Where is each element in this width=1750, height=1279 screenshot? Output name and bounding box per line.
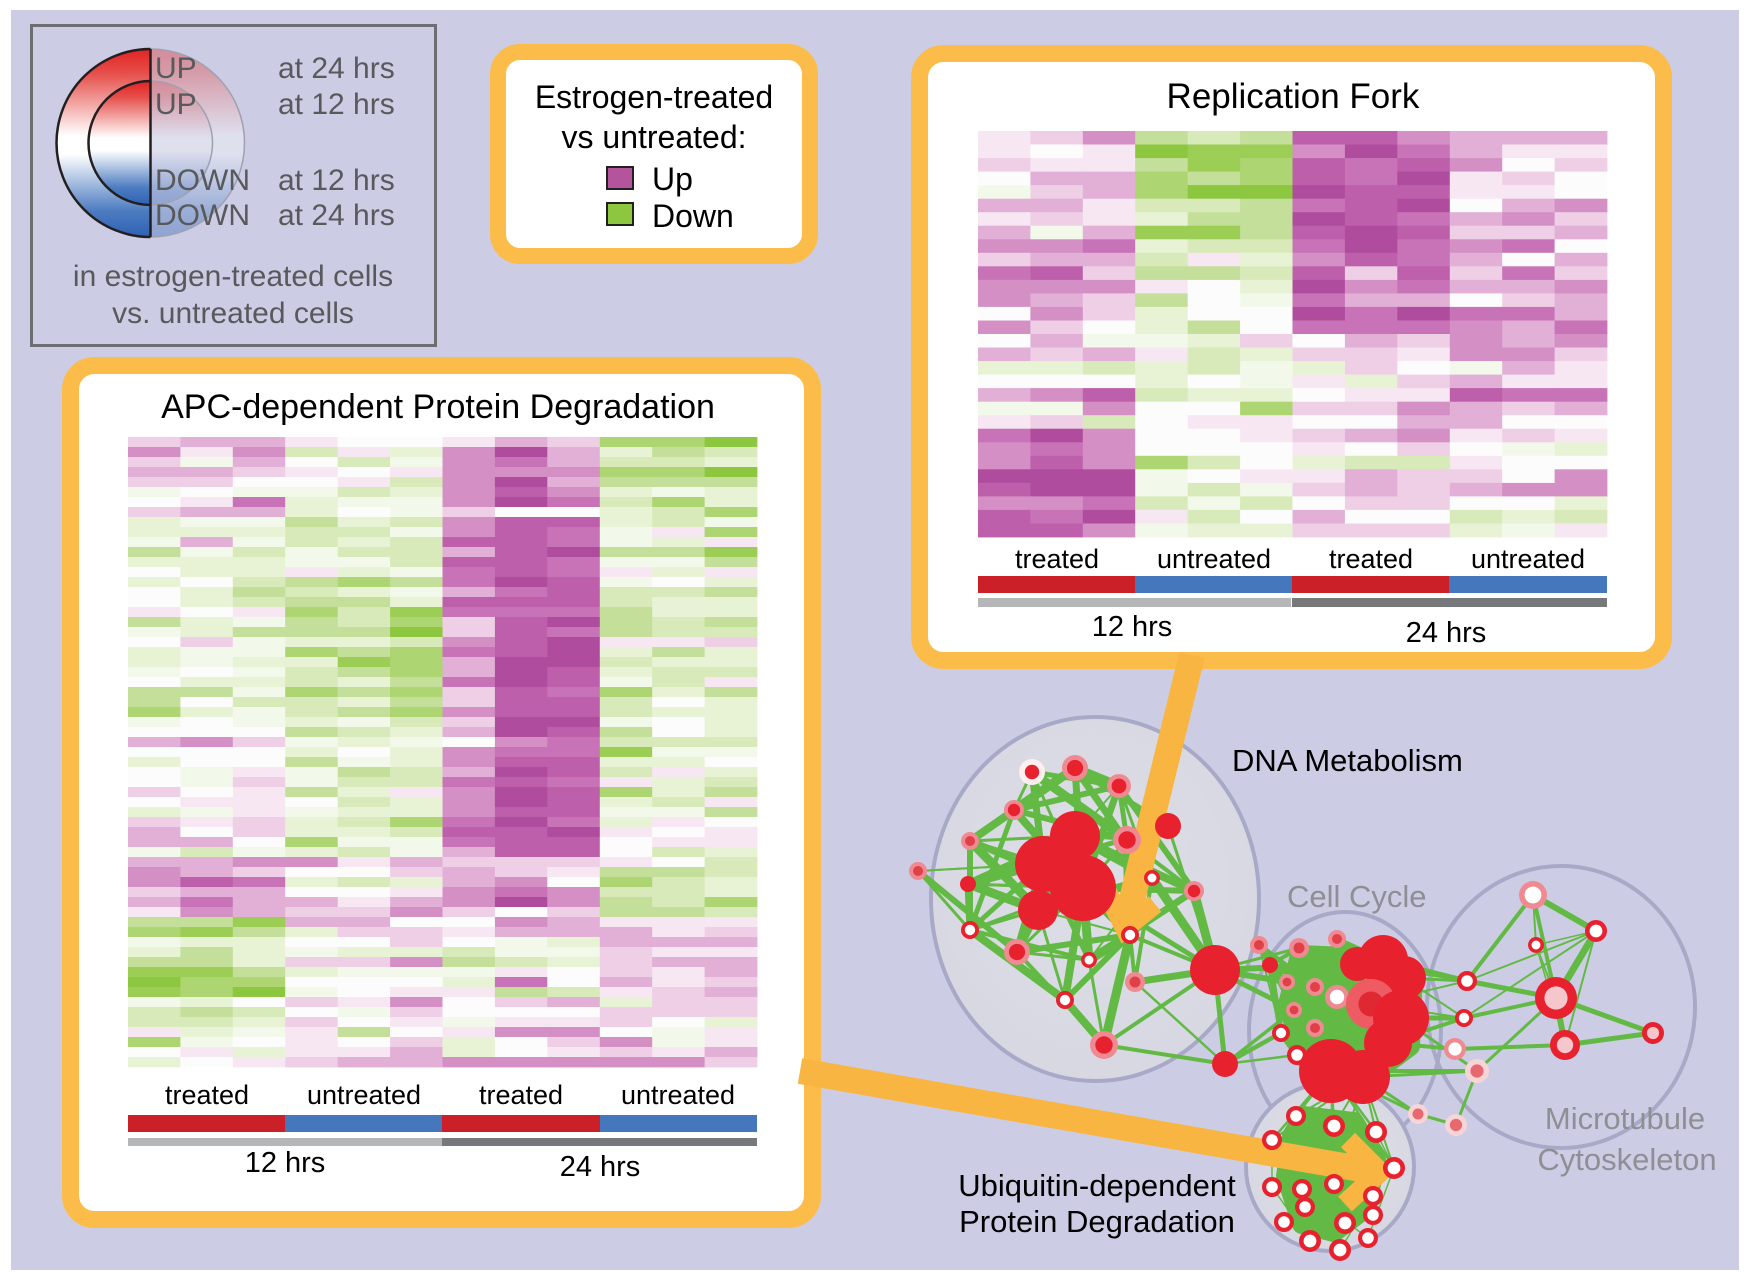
svg-text:untreated: untreated xyxy=(307,1080,421,1110)
svg-text:Estrogen-treated: Estrogen-treated xyxy=(535,79,773,115)
svg-text:treated: treated xyxy=(165,1080,249,1110)
svg-text:Replication Fork: Replication Fork xyxy=(1167,77,1420,116)
svg-text:Up: Up xyxy=(652,161,693,197)
svg-text:untreated: untreated xyxy=(1471,544,1585,574)
svg-text:vs. untreated cells: vs. untreated cells xyxy=(112,297,354,330)
svg-text:at 12 hrs: at 12 hrs xyxy=(278,164,395,197)
svg-text:DOWN: DOWN xyxy=(155,164,250,197)
svg-text:12 hrs: 12 hrs xyxy=(245,1147,326,1179)
svg-text:treated: treated xyxy=(1015,544,1099,574)
svg-text:vs untreated:: vs untreated: xyxy=(562,119,747,155)
svg-text:24 hrs: 24 hrs xyxy=(560,1151,641,1183)
svg-text:treated: treated xyxy=(1329,544,1413,574)
svg-text:DNA Metabolism: DNA Metabolism xyxy=(1232,743,1463,778)
svg-text:treated: treated xyxy=(479,1080,563,1110)
svg-text:untreated: untreated xyxy=(621,1080,735,1110)
svg-text:24 hrs: 24 hrs xyxy=(1406,617,1487,649)
svg-text:at 24 hrs: at 24 hrs xyxy=(278,52,395,85)
svg-text:UP: UP xyxy=(155,52,197,85)
svg-text:Cell Cycle: Cell Cycle xyxy=(1287,879,1427,914)
svg-text:untreated: untreated xyxy=(1157,544,1271,574)
svg-text:at 24 hrs: at 24 hrs xyxy=(278,199,395,232)
svg-text:at 12 hrs: at 12 hrs xyxy=(278,88,395,121)
svg-text:in estrogen-treated cells: in estrogen-treated cells xyxy=(73,260,393,293)
svg-text:UP: UP xyxy=(155,88,197,121)
svg-text:Down: Down xyxy=(652,198,734,234)
svg-text:Microtubule: Microtubule xyxy=(1545,1101,1705,1136)
svg-text:DOWN: DOWN xyxy=(155,199,250,232)
svg-text:Ubiquitin-dependent: Ubiquitin-dependent xyxy=(958,1168,1236,1203)
svg-text:12 hrs: 12 hrs xyxy=(1092,611,1173,643)
svg-text:Cytoskeleton: Cytoskeleton xyxy=(1537,1142,1716,1177)
svg-text:APC-dependent Protein Degradat: APC-dependent Protein Degradation xyxy=(161,388,715,426)
svg-text:Protein Degradation: Protein Degradation xyxy=(959,1204,1235,1239)
